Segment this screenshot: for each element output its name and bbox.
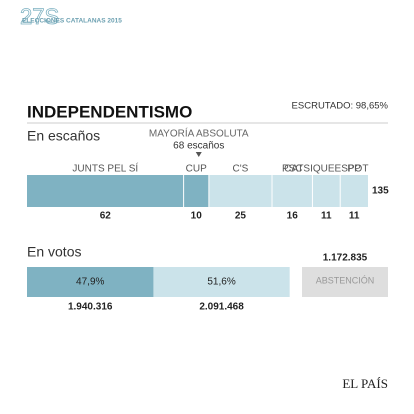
seat-segment bbox=[208, 175, 273, 207]
vote-percent-label: 47,9% bbox=[76, 277, 104, 288]
footer-logo: EL PAÍS bbox=[342, 376, 388, 391]
seat-party-label: C'S bbox=[233, 164, 249, 175]
seat-party-label: PP bbox=[347, 164, 361, 175]
abstention-count-label: 1.172.835 bbox=[323, 253, 368, 264]
vote-count-label: 2.091.468 bbox=[199, 302, 244, 313]
vote-count-label: 1.940.316 bbox=[68, 302, 113, 313]
threshold-label: MAYORÍA ABSOLUTA bbox=[149, 127, 249, 140]
seat-value-label: 11 bbox=[349, 211, 360, 222]
abstention-box bbox=[302, 267, 388, 297]
seat-value-label: 25 bbox=[235, 211, 247, 222]
seat-segment bbox=[340, 175, 368, 207]
seat-segment bbox=[272, 175, 313, 207]
seat-party-label: CATSIQUEESPOT bbox=[284, 164, 368, 175]
votes-title: En votos bbox=[27, 244, 81, 260]
abstention-label: ABSTENCIÓN bbox=[316, 275, 375, 285]
seat-party-label: PSC bbox=[282, 164, 303, 175]
logo-subtitle: ELECCIONES CATALANAS 2015 bbox=[22, 18, 122, 25]
logo: 27S bbox=[20, 4, 59, 29]
seat-segment bbox=[183, 175, 209, 207]
seat-value-label: 10 bbox=[191, 211, 203, 222]
threshold-sublabel: 68 escaños bbox=[173, 141, 224, 152]
title: INDEPENDENTISMO bbox=[27, 102, 192, 121]
seat-segment bbox=[27, 175, 184, 207]
seat-value-label: 62 bbox=[100, 211, 112, 222]
seat-party-label: CUP bbox=[186, 164, 207, 175]
vote-segment bbox=[27, 267, 154, 297]
seats-title: En escaños bbox=[27, 128, 100, 144]
threshold-marker bbox=[195, 152, 202, 157]
seat-total: 135 bbox=[372, 186, 389, 197]
seat-party-label: JUNTS PEL SÍ bbox=[72, 162, 138, 175]
vote-percent-label: 51,6% bbox=[207, 277, 235, 288]
status: ESCRUTADO: 98,65% bbox=[292, 101, 389, 112]
seat-value-label: 16 bbox=[287, 211, 299, 222]
vote-segment bbox=[153, 267, 290, 297]
seat-value-label: 11 bbox=[321, 211, 332, 222]
seat-segment bbox=[312, 175, 341, 207]
